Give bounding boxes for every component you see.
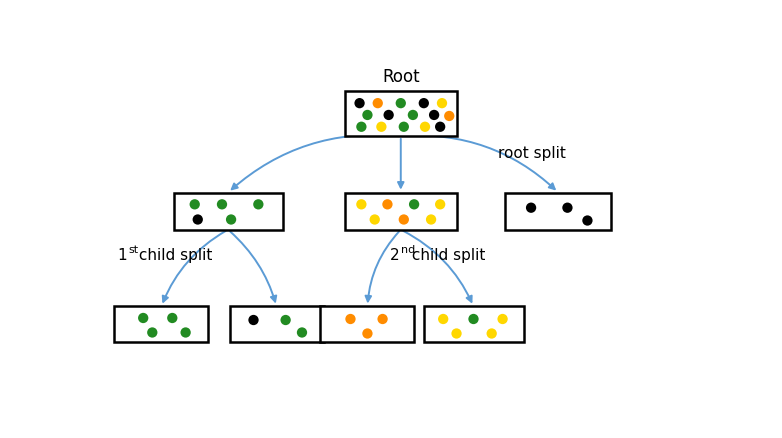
FancyBboxPatch shape <box>321 306 414 342</box>
Point <box>450 330 463 337</box>
FancyBboxPatch shape <box>505 193 612 230</box>
FancyBboxPatch shape <box>174 193 282 230</box>
FancyArrowPatch shape <box>163 231 226 302</box>
FancyBboxPatch shape <box>345 193 457 230</box>
Point <box>468 315 480 322</box>
Point <box>166 314 178 321</box>
Point <box>407 111 419 118</box>
FancyArrowPatch shape <box>230 231 276 302</box>
Point <box>434 123 447 130</box>
Point <box>146 329 159 336</box>
Point <box>225 216 238 223</box>
Point <box>216 201 228 208</box>
Point <box>434 201 447 208</box>
Point <box>361 111 374 118</box>
Text: 2: 2 <box>390 248 400 263</box>
Point <box>395 100 407 107</box>
FancyBboxPatch shape <box>230 306 324 342</box>
Point <box>418 100 430 107</box>
Text: child split: child split <box>407 248 485 263</box>
FancyBboxPatch shape <box>424 306 523 342</box>
Point <box>192 216 204 223</box>
Point <box>247 317 260 324</box>
Point <box>381 201 393 208</box>
Point <box>525 204 537 211</box>
FancyArrowPatch shape <box>365 232 399 301</box>
Point <box>486 330 498 337</box>
Point <box>179 329 192 336</box>
FancyArrowPatch shape <box>404 231 472 302</box>
Point <box>443 113 455 120</box>
Point <box>581 217 594 224</box>
Point <box>252 201 264 208</box>
Point <box>397 123 410 130</box>
Point <box>344 315 357 322</box>
Point <box>355 201 368 208</box>
Point <box>188 201 201 208</box>
Text: root split: root split <box>498 146 565 161</box>
Point <box>368 216 381 223</box>
Point <box>428 111 440 118</box>
Point <box>296 329 308 336</box>
Point <box>497 315 509 322</box>
Point <box>437 315 450 322</box>
Point <box>361 330 374 337</box>
Point <box>408 201 421 208</box>
Text: Root: Root <box>382 68 420 86</box>
Point <box>371 100 384 107</box>
FancyArrowPatch shape <box>404 135 554 189</box>
Point <box>353 100 366 107</box>
Point <box>355 123 368 130</box>
Point <box>375 123 388 130</box>
Text: nd: nd <box>401 245 415 255</box>
Text: 1: 1 <box>117 248 127 263</box>
Point <box>425 216 437 223</box>
FancyBboxPatch shape <box>114 306 208 342</box>
Text: st: st <box>128 245 138 255</box>
FancyArrowPatch shape <box>398 139 404 187</box>
Point <box>436 100 448 107</box>
Text: child split: child split <box>135 248 213 263</box>
Point <box>382 111 395 118</box>
FancyArrowPatch shape <box>231 135 398 189</box>
Point <box>279 317 292 324</box>
Point <box>561 204 574 211</box>
Point <box>137 314 149 321</box>
FancyBboxPatch shape <box>345 91 457 136</box>
Point <box>419 123 432 130</box>
Point <box>397 216 410 223</box>
Point <box>376 315 389 322</box>
